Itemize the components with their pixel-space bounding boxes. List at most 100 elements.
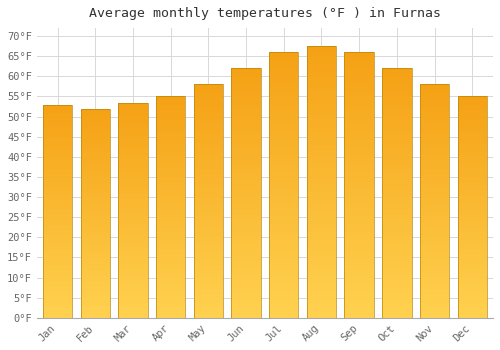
Bar [344, 96, 374, 99]
Bar [43, 278, 72, 281]
Bar [80, 132, 110, 135]
Bar [458, 163, 487, 166]
Bar [458, 202, 487, 204]
Bar [269, 102, 298, 105]
Bar [118, 218, 148, 221]
Bar [43, 107, 72, 110]
Bar [118, 313, 148, 315]
Bar [232, 262, 261, 265]
Bar [344, 165, 374, 168]
Bar [156, 107, 186, 110]
Bar [458, 146, 487, 149]
Bar [80, 108, 110, 111]
Bar [43, 265, 72, 267]
Bar [344, 159, 374, 162]
Bar [118, 302, 148, 304]
Bar [118, 307, 148, 310]
Bar [382, 190, 412, 193]
Bar [43, 288, 72, 291]
Bar [156, 174, 186, 177]
Bar [420, 163, 450, 166]
Bar [420, 195, 450, 198]
Bar [118, 159, 148, 162]
Bar [232, 221, 261, 224]
Bar [382, 125, 412, 128]
Bar [344, 145, 374, 148]
Bar [269, 162, 298, 165]
Bar [80, 263, 110, 266]
Bar [43, 203, 72, 206]
Bar [80, 234, 110, 237]
Bar [43, 304, 72, 307]
Bar [194, 195, 223, 198]
Bar [344, 92, 374, 96]
Bar [420, 219, 450, 222]
Bar [43, 251, 72, 254]
Bar [80, 292, 110, 294]
Bar [156, 285, 186, 287]
Bar [420, 315, 450, 318]
Bar [194, 160, 223, 163]
Bar [307, 277, 336, 280]
Bar [43, 257, 72, 259]
Bar [269, 215, 298, 218]
Bar [232, 75, 261, 78]
Bar [194, 119, 223, 122]
Bar [344, 298, 374, 301]
Bar [194, 102, 223, 105]
Bar [118, 116, 148, 119]
Bar [382, 165, 412, 168]
Bar [458, 119, 487, 121]
Bar [269, 92, 298, 96]
Bar [382, 246, 412, 249]
Bar [80, 108, 110, 318]
Bar [420, 213, 450, 216]
Bar [80, 190, 110, 192]
Bar [269, 311, 298, 315]
Bar [420, 146, 450, 149]
Bar [156, 155, 186, 158]
Bar [307, 134, 336, 138]
Bar [118, 194, 148, 197]
Bar [118, 103, 148, 105]
Bar [156, 190, 186, 193]
Bar [420, 96, 450, 99]
Bar [382, 202, 412, 205]
Bar [156, 218, 186, 221]
Bar [118, 240, 148, 243]
Bar [269, 112, 298, 115]
Bar [382, 149, 412, 153]
Bar [307, 240, 336, 243]
Bar [80, 117, 110, 119]
Bar [269, 132, 298, 135]
Bar [43, 174, 72, 176]
Bar [458, 304, 487, 307]
Bar [420, 169, 450, 172]
Bar [232, 131, 261, 134]
Bar [307, 152, 336, 155]
Bar [458, 216, 487, 218]
Bar [43, 158, 72, 161]
Bar [80, 289, 110, 292]
Bar [118, 275, 148, 278]
Bar [458, 132, 487, 135]
Bar [232, 234, 261, 237]
Bar [194, 254, 223, 257]
Bar [118, 167, 148, 170]
Bar [382, 299, 412, 302]
Bar [43, 139, 72, 142]
Bar [80, 187, 110, 190]
Bar [382, 109, 412, 112]
Bar [194, 213, 223, 216]
Bar [382, 131, 412, 134]
Bar [194, 152, 223, 154]
Bar [269, 251, 298, 255]
Bar [118, 216, 148, 218]
Bar [420, 131, 450, 134]
Bar [307, 233, 336, 236]
Bar [307, 175, 336, 178]
Bar [232, 237, 261, 240]
Bar [80, 213, 110, 216]
Bar [118, 105, 148, 108]
Bar [344, 255, 374, 258]
